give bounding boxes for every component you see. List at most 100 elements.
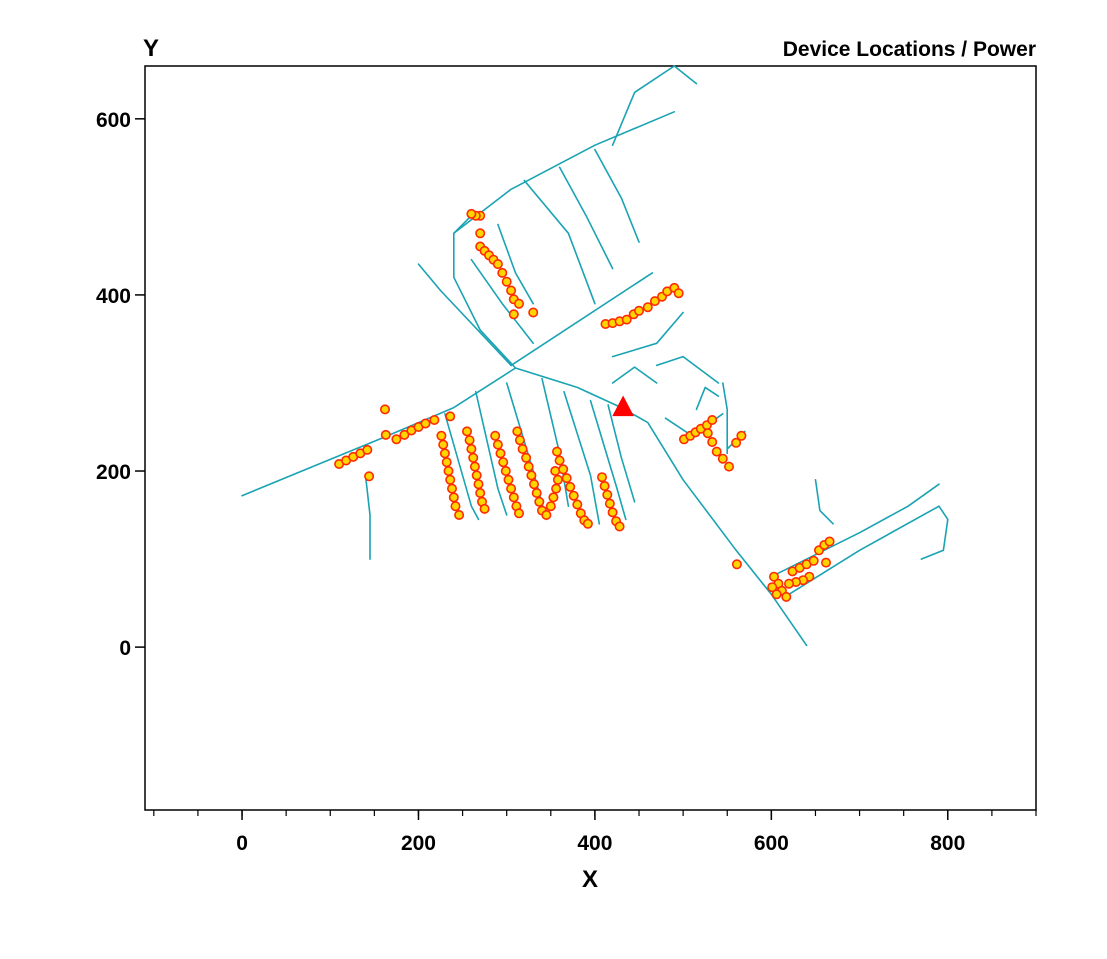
network-line-18 <box>611 311 684 358</box>
device-point-100 <box>642 302 653 313</box>
device-point-99 <box>633 305 644 316</box>
device-point-93 <box>508 309 519 320</box>
device-point-72 <box>599 480 610 491</box>
device-point-36 <box>492 439 503 450</box>
device-point-7 <box>380 429 391 440</box>
device-point-30 <box>471 470 482 481</box>
device-point-77 <box>614 521 625 532</box>
device-point-50 <box>526 470 537 481</box>
device-point-124 <box>767 582 778 593</box>
network-line-21 <box>721 382 729 455</box>
device-point-97 <box>621 314 632 325</box>
device-point-6 <box>379 404 390 415</box>
device-point-70 <box>582 518 593 529</box>
network-layer <box>241 65 949 647</box>
x-axis: 0 200 400 600 800 <box>153 810 1037 855</box>
device-point-118 <box>736 430 747 441</box>
device-point-65 <box>565 481 576 492</box>
device-point-112 <box>702 428 713 439</box>
device-point-80 <box>466 208 477 219</box>
network-line-14 <box>523 179 596 305</box>
device-point-91 <box>513 298 524 309</box>
network-line-8 <box>474 390 508 516</box>
plot-area <box>144 65 1037 811</box>
network-line-3 <box>452 214 473 235</box>
device-point-16 <box>438 439 449 450</box>
device-point-62 <box>554 455 565 466</box>
device-point-58 <box>551 483 562 494</box>
device-point-31 <box>473 479 484 490</box>
device-point-23 <box>450 501 461 512</box>
device-point-47 <box>517 443 528 454</box>
device-point-66 <box>568 490 579 501</box>
device-point-57 <box>548 492 559 503</box>
device-point-42 <box>508 492 519 503</box>
device-point-87 <box>497 267 508 278</box>
device-point-37 <box>495 448 506 459</box>
device-point-22 <box>448 492 459 503</box>
device-point-38 <box>498 457 509 468</box>
device-point-12 <box>420 418 431 429</box>
device-point-114 <box>711 446 722 457</box>
x-tick-label: 800 <box>930 832 965 855</box>
device-point-133 <box>820 557 831 568</box>
device-point-129 <box>808 555 819 566</box>
device-point-63 <box>558 464 569 475</box>
device-point-61 <box>551 446 562 457</box>
device-point-56 <box>545 501 556 512</box>
device-point-35 <box>490 430 501 441</box>
network-line-7 <box>444 412 480 521</box>
device-point-32 <box>475 487 486 498</box>
device-point-67 <box>572 499 583 510</box>
y-tick-label: 200 <box>96 461 131 484</box>
device-point-81 <box>475 228 486 239</box>
device-point-120 <box>768 571 779 582</box>
x-tick-label: 0 <box>236 832 248 855</box>
device-point-101 <box>649 296 660 307</box>
device-point-88 <box>501 276 512 287</box>
source-layer <box>612 395 634 417</box>
device-point-55 <box>541 509 552 520</box>
x-tick-label: 600 <box>754 832 789 855</box>
device-point-45 <box>512 426 523 437</box>
network-line-24 <box>920 505 949 560</box>
y-tick-label: 600 <box>96 109 131 132</box>
device-point-89 <box>506 285 517 296</box>
device-point-132 <box>824 536 835 547</box>
y-tick-label: 0 <box>119 637 131 660</box>
device-point-53 <box>534 496 545 507</box>
network-line-6 <box>470 258 535 345</box>
device-point-8 <box>391 434 402 445</box>
device-point-92 <box>528 307 539 318</box>
device-point-137 <box>783 578 794 589</box>
device-point-75 <box>607 507 618 518</box>
network-line-16 <box>594 148 640 243</box>
network-line-0 <box>241 367 808 647</box>
device-point-41 <box>506 483 517 494</box>
device-point-111 <box>707 414 718 425</box>
device-point-116 <box>723 461 734 472</box>
y-axis: 0 200 400 600 <box>96 109 145 660</box>
network-line-15 <box>558 166 614 270</box>
network-line-28 <box>611 366 658 384</box>
device-point-39 <box>500 465 511 476</box>
chart-title: Device Locations / Power <box>783 38 1036 61</box>
network-line-4 <box>510 272 654 367</box>
device-point-25 <box>461 426 472 437</box>
device-point-125 <box>771 589 782 600</box>
device-point-51 <box>528 479 539 490</box>
device-point-4 <box>362 444 373 455</box>
device-point-24 <box>454 509 465 520</box>
device-point-5 <box>364 471 375 482</box>
device-point-19 <box>443 465 454 476</box>
device-point-48 <box>521 452 532 463</box>
network-line-26 <box>611 65 698 146</box>
device-point-71 <box>596 472 607 483</box>
device-point-73 <box>602 489 613 500</box>
device-point-20 <box>445 474 456 485</box>
device-point-17 <box>439 448 450 459</box>
device-point-119 <box>731 559 742 570</box>
device-point-60 <box>550 465 561 476</box>
network-line-12 <box>589 399 627 521</box>
